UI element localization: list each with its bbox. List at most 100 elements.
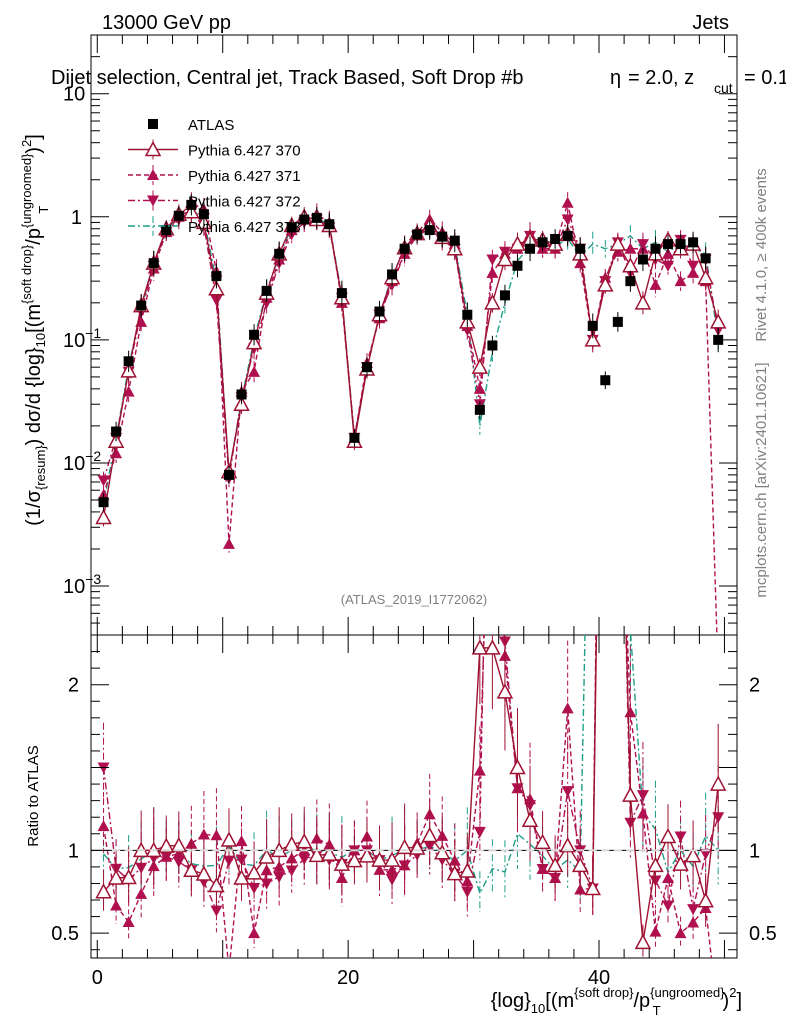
- ratio-plot-layer: [91, 183, 737, 958]
- atlas-point: [474, 404, 485, 415]
- pythia-6-427-372-ratio-point: [486, 183, 498, 194]
- pythia-6-427-370-ratio-point: [509, 758, 526, 775]
- ratio-y-axis-label: Ratio to ATLAS: [25, 745, 42, 846]
- atlas-ratio-band: [237, 849, 246, 852]
- pythia-6-427-370-ratio-point: [684, 847, 702, 863]
- atlas-point: [537, 237, 548, 248]
- pythia-6-427-371-ratio-point: [235, 835, 248, 847]
- atlas-ratio-band: [350, 849, 359, 852]
- plot-title: Dijet selection, Central jet, Track Base…: [51, 67, 523, 89]
- svg-text:(1/σ{resum}) dσ/d {log}10[(m{s: (1/σ{resum}) dσ/d {log}10[(m{soft drop}/…: [19, 134, 51, 526]
- title-cut-subscript: cut: [714, 80, 733, 96]
- pythia-6-427-371-point: [662, 247, 675, 259]
- pythia-6-427-370-ratio-point: [471, 639, 489, 655]
- main-y-tick-label: 10−2: [63, 448, 101, 475]
- atlas-ratio-band: [626, 849, 635, 852]
- atlas-point: [186, 199, 197, 210]
- pythia-6-427-370-point: [634, 294, 652, 310]
- pythia-6-427-371-ratio-point: [624, 706, 637, 718]
- atlas-ratio-band: [538, 849, 547, 852]
- atlas-point: [136, 300, 147, 311]
- pythia-6-427-371-ratio-point: [674, 927, 687, 939]
- pythia-6-427-371-point: [473, 382, 486, 394]
- main-y-tick-label: 10−3: [63, 571, 101, 598]
- main-plot-layer: [95, 192, 727, 635]
- atlas-point: [286, 222, 297, 233]
- atlas-point: [311, 212, 322, 223]
- pythia-6-427-370-ratio-point: [659, 827, 677, 844]
- x-tick-label: 0: [92, 967, 103, 989]
- atlas-point: [424, 225, 435, 236]
- pythia-6-427-370-point: [484, 294, 501, 310]
- atlas-ratio-band: [400, 849, 409, 852]
- atlas-ratio-band: [388, 849, 397, 852]
- atlas-point: [487, 340, 498, 351]
- atlas-ratio-band: [576, 849, 585, 852]
- atlas-point: [575, 243, 586, 254]
- pythia-6-427-370-ratio-point: [484, 639, 501, 655]
- analysis-watermark: (ATLAS_2019_I1772062): [341, 592, 487, 607]
- pythia-6-427-371-ratio-point: [662, 871, 675, 883]
- atlas-point: [198, 209, 209, 220]
- atlas-ratio-band: [362, 849, 371, 852]
- pythia-6-427-371-ratio-point: [110, 899, 123, 911]
- x-tick-label: 40: [588, 967, 610, 989]
- atlas-ratio-band: [199, 849, 208, 852]
- main-y-axis-label: (1/σ{resum}) dσ/d {log}10[(m{soft drop}/…: [19, 134, 51, 526]
- atlas-ratio-band: [149, 849, 158, 852]
- atlas-ratio-band: [250, 849, 259, 852]
- title-beta-symbol: η: [610, 67, 621, 89]
- atlas-ratio-band: [187, 849, 196, 852]
- pythia-6-427-370-ratio-point: [158, 837, 175, 853]
- atlas-ratio-band: [375, 849, 384, 852]
- atlas-point: [650, 243, 661, 254]
- pythia-6-427-371-point: [687, 266, 700, 278]
- pythia-6-427-372-ratio-point: [662, 900, 675, 912]
- atlas-point: [449, 235, 460, 246]
- pythia-6-427-371-point: [649, 278, 662, 290]
- pythia-6-427-370-ratio-point: [308, 846, 326, 863]
- atlas-point: [148, 258, 159, 269]
- pythia-6-427-371-ratio-point: [636, 807, 649, 819]
- atlas-ratio-band: [312, 849, 321, 852]
- atlas-point: [412, 229, 423, 240]
- atlas-point: [299, 214, 310, 225]
- atlas-point: [499, 290, 510, 301]
- pythia-6-427-371-ratio-point: [135, 887, 148, 899]
- atlas-ratio-band: [701, 849, 710, 852]
- pythia-6-427-370-ratio-point: [647, 856, 664, 873]
- atlas-point: [462, 309, 473, 320]
- atlas-point: [249, 329, 260, 340]
- atlas-point: [236, 389, 247, 400]
- atlas-ratio-band: [513, 849, 522, 852]
- atlas-ratio-band: [300, 849, 309, 852]
- pythia-6-427-370-ratio-point: [195, 865, 213, 881]
- atlas-ratio-band: [475, 849, 484, 852]
- atlas-ratio-band: [526, 849, 535, 852]
- atlas-point: [173, 210, 184, 221]
- atlas-ratio-band: [137, 849, 146, 852]
- pythia-6-427-370-ratio-point: [559, 837, 576, 853]
- pythia-6-427-370-ratio-point: [534, 833, 551, 850]
- atlas-ratio-band: [224, 849, 233, 852]
- pythia-6-427-372-ratio-point: [612, 277, 624, 288]
- pythia-6-427-371-ratio-point: [248, 927, 261, 939]
- pythia-6-427-370-ratio-point: [446, 865, 464, 881]
- atlas-point: [512, 260, 523, 271]
- pythia-6-427-370-ratio-point: [371, 851, 388, 867]
- pythia-6-427-371-point: [486, 266, 499, 278]
- atlas-point: [223, 469, 234, 480]
- atlas-ratio-band: [551, 849, 560, 852]
- pythia-6-427-370-ratio-point: [584, 879, 602, 896]
- atlas-point: [675, 239, 686, 250]
- legend-label: Pythia 6.427 371: [188, 168, 301, 185]
- pythia-6-427-371-ratio-point: [649, 925, 662, 937]
- pythia-6-427-373-ratio-line: [103, 635, 719, 896]
- pythia-6-427-372-ratio-point: [699, 848, 712, 860]
- legend-marker: [147, 195, 159, 207]
- ratio-y-tick-label: 2: [68, 675, 79, 697]
- atlas-ratio-band: [162, 849, 171, 852]
- pythia-6-427-371-ratio-point: [687, 916, 700, 928]
- atlas-point: [525, 243, 536, 254]
